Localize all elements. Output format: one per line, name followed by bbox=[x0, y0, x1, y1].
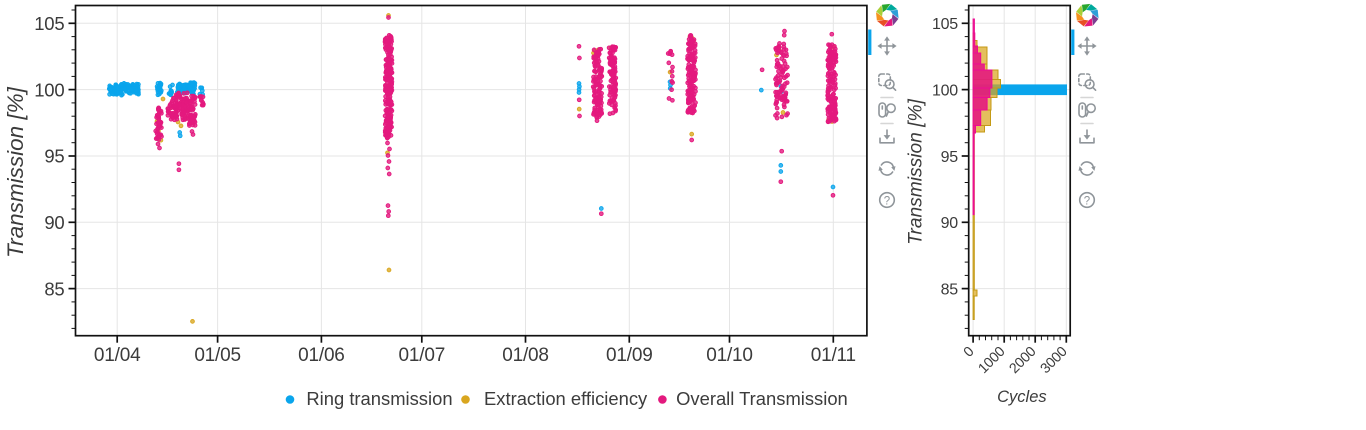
svg-text:01/11: 01/11 bbox=[811, 345, 856, 366]
svg-text:Ring transmission: Ring transmission bbox=[306, 388, 452, 409]
svg-text:95: 95 bbox=[44, 146, 64, 167]
svg-text:01/07: 01/07 bbox=[399, 345, 446, 366]
svg-text:Cycles: Cycles bbox=[997, 388, 1047, 406]
svg-text:105: 105 bbox=[34, 13, 64, 34]
svg-text:90: 90 bbox=[44, 212, 64, 233]
svg-text:Transmission [%]: Transmission [%] bbox=[3, 86, 28, 258]
svg-text:01/09: 01/09 bbox=[606, 345, 653, 366]
svg-text:Overall Transmission: Overall Transmission bbox=[676, 388, 848, 409]
svg-text:01/05: 01/05 bbox=[194, 345, 241, 366]
svg-text:90: 90 bbox=[941, 215, 959, 232]
svg-text:?: ? bbox=[884, 196, 890, 208]
svg-text:01/06: 01/06 bbox=[298, 345, 345, 366]
svg-text:105: 105 bbox=[932, 16, 958, 33]
svg-text:01/04: 01/04 bbox=[94, 345, 141, 366]
svg-text:100: 100 bbox=[34, 79, 64, 100]
svg-text:Extraction efficiency: Extraction efficiency bbox=[484, 388, 648, 409]
svg-text:01/08: 01/08 bbox=[502, 345, 549, 366]
svg-text:Transmission [%]: Transmission [%] bbox=[906, 98, 927, 244]
svg-text:100: 100 bbox=[932, 82, 958, 99]
svg-text:01/10: 01/10 bbox=[706, 345, 753, 366]
svg-text:95: 95 bbox=[941, 149, 959, 166]
svg-text:85: 85 bbox=[941, 281, 959, 298]
svg-text:85: 85 bbox=[44, 278, 64, 299]
svg-text:?: ? bbox=[1084, 196, 1090, 208]
